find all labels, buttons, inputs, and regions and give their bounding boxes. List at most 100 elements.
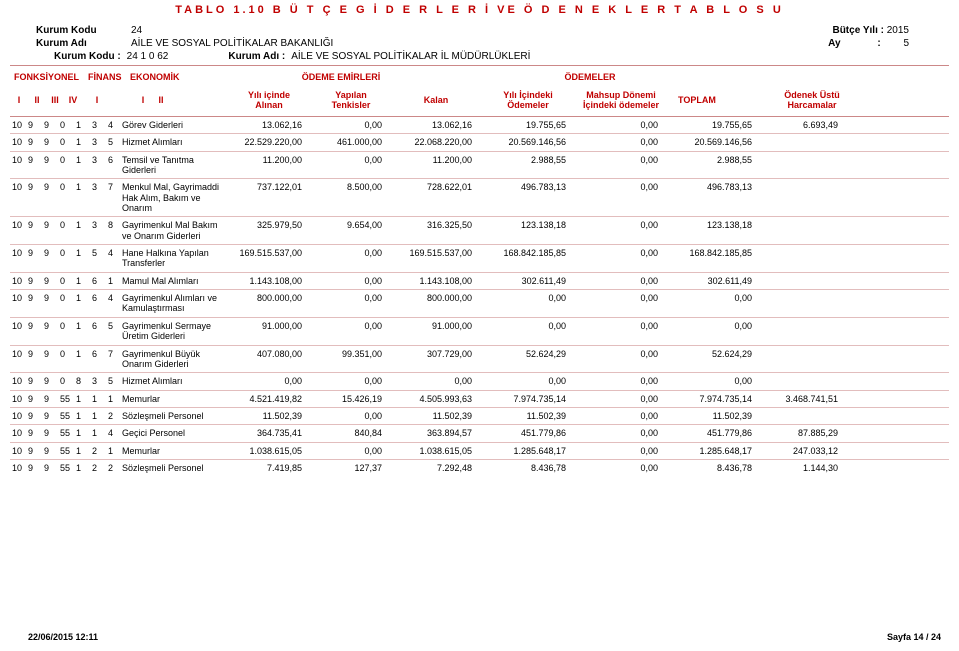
col-fonksiyonel: FONKSİYONEL [10, 72, 88, 82]
row-value: 0,00 [572, 428, 664, 438]
code-cell: 0 [60, 321, 72, 331]
row-value: 0,00 [224, 376, 308, 386]
row-value: 0,00 [664, 321, 758, 331]
row-value: 0,00 [478, 376, 572, 386]
code-cell: 9 [44, 248, 56, 258]
row-desc: Görev Giderleri [122, 120, 224, 130]
table-row: 10990835Hizmet Alımları0,000,000,000,000… [10, 372, 949, 389]
row-value: 3.468.741,51 [758, 394, 844, 404]
row-value: 0,00 [308, 155, 388, 165]
table-row: 10990135Hizmet Alımları22.529.220,00461.… [10, 133, 949, 150]
table-row: 10990138Gayrimenkul Mal Bakım ve Onarım … [10, 216, 949, 244]
row-value: 451.779,86 [664, 428, 758, 438]
code-cell: 1 [76, 155, 88, 165]
code-cell: 9 [28, 182, 40, 192]
code-cell: 1 [76, 276, 88, 286]
row-value: 7.974.735,14 [664, 394, 758, 404]
page-title: TABLO 1.10 B Ü T Ç E G İ D E R L E R İ V… [10, 4, 949, 16]
code-cell: 10 [12, 276, 24, 286]
code-cell: 9 [28, 293, 40, 303]
code-cell: 2 [92, 446, 104, 456]
row-value: 99.351,00 [308, 349, 388, 359]
code-cell: 4 [108, 248, 120, 258]
row-value: 1.143.108,00 [224, 276, 308, 286]
band-bottom: I II III IV I I II Yılı içinde Alınan Ya… [10, 86, 949, 116]
col-tenkis: Yapılan Tenkisler [314, 90, 394, 110]
table-body: 10990134Görev Giderleri13.062,160,0013.0… [10, 117, 949, 476]
code-cell: 1 [76, 446, 88, 456]
row-value: 0,00 [572, 137, 664, 147]
code-cell: 10 [12, 182, 24, 192]
row-desc: Temsil ve Tanıtma Giderleri [122, 155, 224, 176]
ay-colon: : [843, 38, 900, 49]
dim-iv: IV [68, 95, 78, 105]
code-cell: 10 [12, 411, 24, 421]
code-cell: 9 [28, 276, 40, 286]
row-value: 15.426,19 [308, 394, 388, 404]
table-row: 109955112Sözleşmeli Personel11.502,390,0… [10, 407, 949, 424]
code-cell: 9 [44, 321, 56, 331]
code-cell: 1 [76, 349, 88, 359]
row-value: 0,00 [572, 394, 664, 404]
dim-i: I [14, 95, 24, 105]
col-odenek: Ödenek Üstü Harcamalar [772, 90, 858, 110]
row-codes: 10990137 [10, 182, 122, 192]
code-cell: 4 [108, 293, 120, 303]
code-cell: 1 [76, 248, 88, 258]
row-value: 2.988,55 [478, 155, 572, 165]
row-value: 0,00 [572, 376, 664, 386]
code-cell: 1 [76, 463, 88, 473]
row-value: 0,00 [572, 349, 664, 359]
row-value: 11.502,39 [478, 411, 572, 421]
table-row: 109955114Geçici Personel364.735,41840,84… [10, 424, 949, 441]
row-codes: 10990138 [10, 220, 122, 230]
kurum-adi-label: Kurum Adı [36, 38, 131, 49]
code-cell: 1 [76, 321, 88, 331]
code-cell: 6 [108, 155, 120, 165]
row-value: 11.200,00 [224, 155, 308, 165]
table-row: 109955121Memurlar1.038.615,050,001.038.6… [10, 442, 949, 459]
code-cell: 55 [60, 428, 72, 438]
row-desc: Menkul Mal, Gayrimaddi Hak Alım, Bakım v… [122, 182, 224, 213]
col-kalan: Kalan [394, 95, 484, 105]
row-value: 4.521.419,82 [224, 394, 308, 404]
code-cell: 10 [12, 321, 24, 331]
row-value: 800.000,00 [388, 293, 478, 303]
code-cell: 0 [60, 155, 72, 165]
row-value: 127,37 [308, 463, 388, 473]
table-row: 10990154Hane Halkına Yapılan Transferler… [10, 244, 949, 272]
row-value: 20.569.146,56 [664, 137, 758, 147]
code-cell: 3 [92, 137, 104, 147]
code-cell: 9 [44, 155, 56, 165]
row-value: 91.000,00 [224, 321, 308, 331]
code-cell: 9 [28, 120, 40, 130]
row-value: 407.080,00 [224, 349, 308, 359]
table-row: 109955111Memurlar4.521.419,8215.426,194.… [10, 390, 949, 407]
row-value: 11.502,39 [224, 411, 308, 421]
kurum-adi-line3-label: Kurum Adı : [168, 51, 285, 62]
row-value: 1.038.615,05 [224, 446, 308, 456]
code-cell: 55 [60, 446, 72, 456]
code-cell: 9 [28, 349, 40, 359]
code-cell: 1 [76, 394, 88, 404]
code-cell: 9 [44, 376, 56, 386]
row-value: 1.143.108,00 [388, 276, 478, 286]
row-value: 364.735,41 [224, 428, 308, 438]
code-cell: 1 [108, 276, 120, 286]
row-value: 52.624,29 [664, 349, 758, 359]
row-value: 0,00 [478, 321, 572, 331]
col-ekonomik: EKONOMİK [130, 72, 222, 82]
code-cell: 10 [12, 220, 24, 230]
row-desc: Hane Halkına Yapılan Transferler [122, 248, 224, 269]
row-value: 8.500,00 [308, 182, 388, 192]
code-cell: 10 [12, 155, 24, 165]
row-value: 0,00 [664, 293, 758, 303]
row-value: 0,00 [308, 276, 388, 286]
code-cell: 9 [28, 137, 40, 147]
code-cell: 55 [60, 411, 72, 421]
row-value: 0,00 [478, 293, 572, 303]
col-icindeki: Yılı İçindeki Ödemeler [484, 90, 578, 110]
row-value: 0,00 [308, 411, 388, 421]
row-value: 247.033,12 [758, 446, 844, 456]
code-cell: 5 [92, 248, 104, 258]
